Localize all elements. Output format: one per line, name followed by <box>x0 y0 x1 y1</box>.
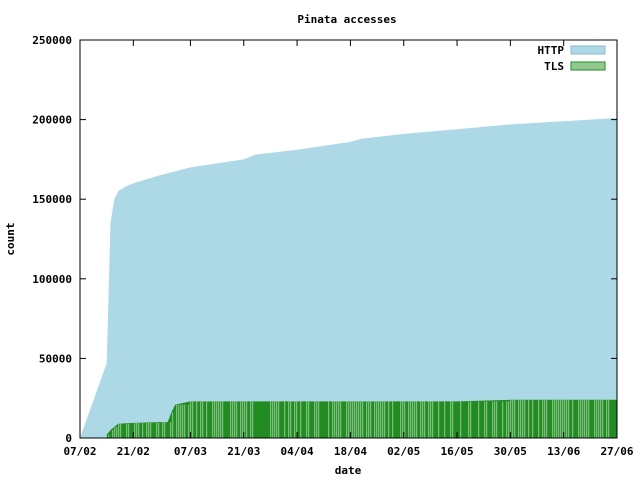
y-tick-label: 200000 <box>32 114 72 127</box>
x-tick-label: 02/05 <box>387 445 420 458</box>
x-tick-label: 30/05 <box>494 445 527 458</box>
y-axis-label: count <box>4 222 17 255</box>
series-http-area <box>80 118 617 438</box>
x-tick-label: 13/06 <box>547 445 580 458</box>
x-tick-label: 21/03 <box>227 445 260 458</box>
legend-swatch-tls <box>570 61 606 71</box>
legend-label-http: HTTP <box>538 44 565 57</box>
plot-area <box>80 118 617 438</box>
y-axis: 0 50000 100000 150000 200000 250000 <box>32 34 617 445</box>
legend: HTTP TLS <box>538 44 606 73</box>
x-tick-label: 07/03 <box>174 445 207 458</box>
x-tick-label: 04/04 <box>281 445 314 458</box>
chart-title: Pinata accesses <box>297 13 396 26</box>
y-tick-label: 100000 <box>32 273 72 286</box>
y-tick-label: 250000 <box>32 34 72 47</box>
x-tick-label: 16/05 <box>440 445 473 458</box>
x-axis: 07/02 21/02 07/03 21/03 04/04 18/04 02/05 16/05… <box>63 40 634 458</box>
y-tick-label: 150000 <box>32 193 72 206</box>
x-tick-label: 27/06 <box>600 445 633 458</box>
x-axis-label: date <box>335 464 362 477</box>
legend-swatch-http <box>570 45 606 55</box>
series-tls-area <box>106 399 617 438</box>
series-tls-bars <box>108 399 610 438</box>
y-tick-label: 50000 <box>39 352 72 365</box>
legend-label-tls: TLS <box>544 60 564 73</box>
plot-frame <box>79 39 618 439</box>
x-tick-label: 21/02 <box>117 445 150 458</box>
x-tick-label: 07/02 <box>63 445 96 458</box>
x-tick-label: 18/04 <box>334 445 367 458</box>
y-tick-label: 0 <box>65 432 72 445</box>
